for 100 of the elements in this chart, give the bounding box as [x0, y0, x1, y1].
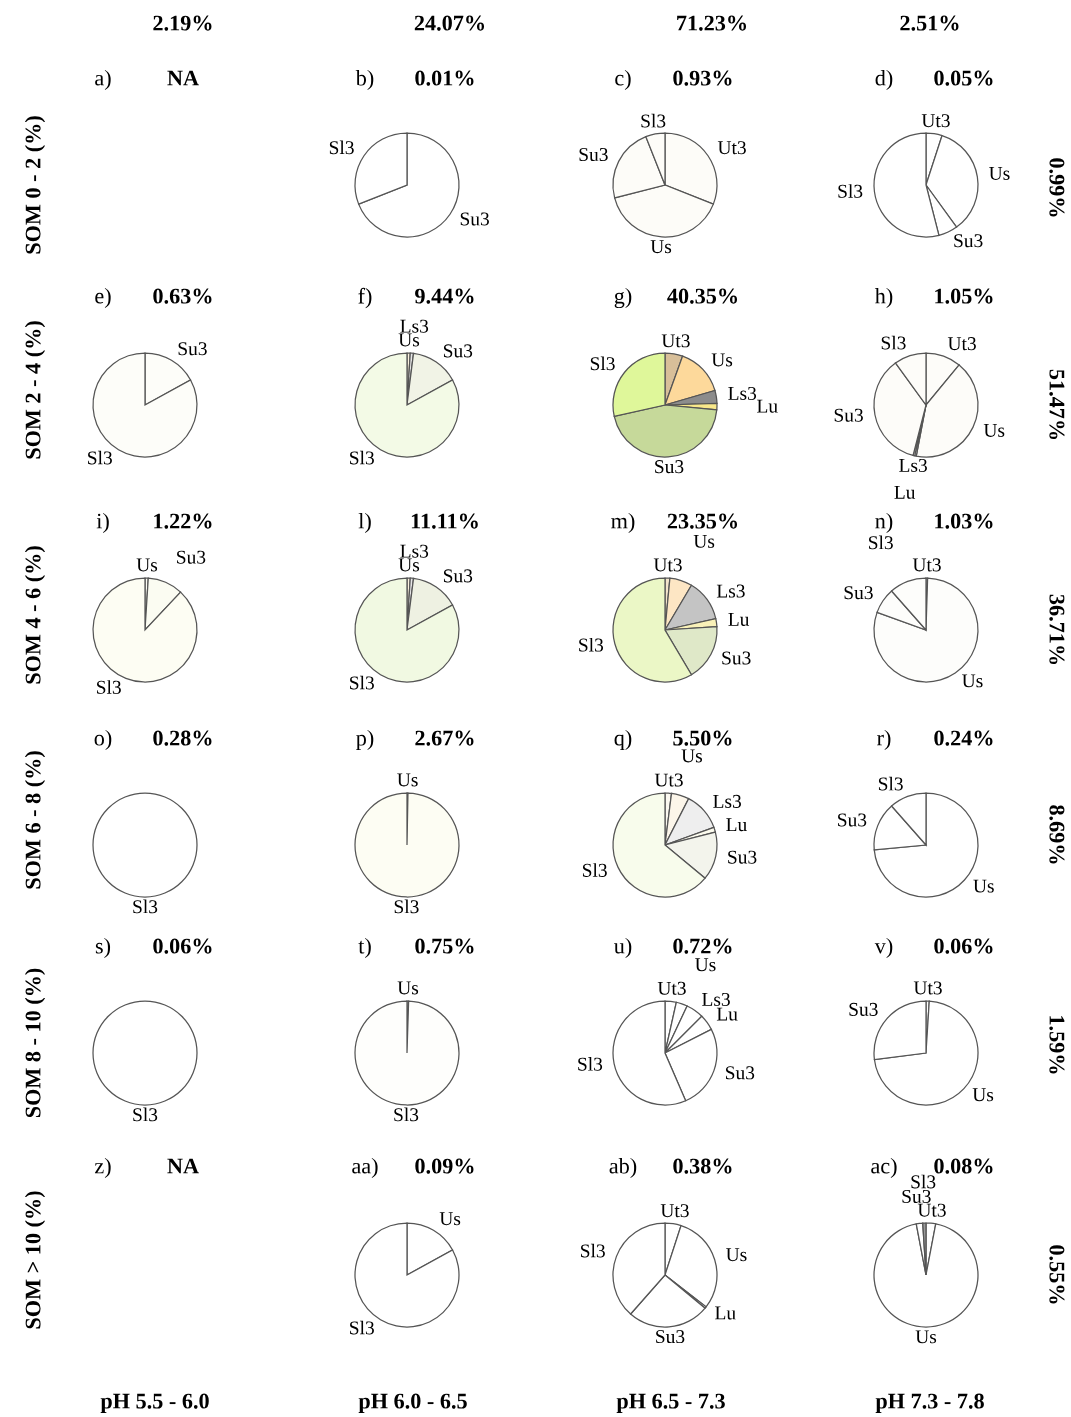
- chart-title: p): [356, 729, 374, 751]
- slice-label: Ls3: [716, 584, 745, 598]
- slice-label: Su3: [902, 1189, 931, 1203]
- slice-label: Lu: [728, 613, 750, 626]
- slice-label: Sl3: [581, 1243, 605, 1258]
- chart-title: i): [96, 512, 109, 534]
- slice-label: Us: [650, 240, 672, 254]
- slice-label: Sl3: [869, 535, 893, 550]
- chart-subtitle: 0.63%: [153, 288, 212, 304]
- text: 8.69%: [1049, 805, 1065, 864]
- slice-label: Su3: [728, 850, 757, 864]
- chart-title: m): [611, 512, 635, 534]
- slice-label: Sl3: [911, 1174, 936, 1189]
- slice-label: Ls3: [400, 544, 429, 558]
- slice-label: Lu: [715, 1306, 736, 1320]
- text: 1.59%: [1049, 1016, 1065, 1074]
- slice-label: Sl3: [394, 1107, 419, 1122]
- slice-label: Sl3: [133, 899, 158, 914]
- chart-subtitle: 0.08%: [934, 1158, 993, 1174]
- slice-label: Ut3: [917, 1203, 946, 1217]
- chart-subtitle: 0.28%: [153, 730, 212, 746]
- chart-title: h): [874, 287, 893, 309]
- slice-label: Us: [973, 879, 994, 893]
- chart-title: u): [614, 937, 632, 959]
- chart-title: f): [358, 287, 372, 309]
- chart-subtitle: 5.50%: [673, 730, 732, 746]
- slice-label: Us: [439, 1212, 461, 1226]
- chart-subtitle: 0.24%: [934, 730, 993, 746]
- slice-label: Ut3: [657, 981, 686, 995]
- text: SOM 2 - 4 (%): [24, 321, 46, 459]
- text: 0.55%: [1049, 1245, 1065, 1304]
- slice-label: Ut3: [660, 1204, 689, 1218]
- chart-subtitle: 1.03%: [935, 513, 993, 529]
- text: pH 5.5 - 6.0: [100, 1393, 209, 1414]
- slice-label: Us: [915, 1330, 937, 1344]
- slice-label: Su3: [656, 1330, 685, 1344]
- chart-subtitle: 0.06%: [153, 938, 212, 954]
- slice-label: Us: [972, 1088, 994, 1102]
- slice-label: Us: [398, 333, 420, 347]
- slice-label: Us: [397, 773, 418, 787]
- text: SOM > 10 (%): [24, 1191, 46, 1329]
- slice-label: Su3: [849, 1002, 878, 1016]
- slice-label: Sl3: [97, 680, 121, 694]
- slice-label: Ut3: [921, 114, 950, 128]
- chart-title: s): [95, 937, 111, 959]
- slice-label: Ls3: [702, 992, 730, 1006]
- slice-label: Su3: [177, 550, 206, 564]
- text: SOM 8 - 10 (%): [24, 968, 46, 1118]
- slice-label: Su3: [838, 813, 867, 827]
- text: 24.07%: [414, 15, 485, 31]
- chart-title: q): [614, 729, 632, 751]
- slice-label: Ut3: [912, 558, 941, 572]
- slice-label: Ut3: [717, 141, 746, 155]
- chart-title: n): [875, 512, 893, 534]
- text: NA: [167, 1158, 199, 1174]
- slice-label: Su3: [655, 460, 684, 474]
- slice-label: Ut3: [947, 337, 976, 351]
- slice-label: Sl3: [881, 335, 906, 350]
- slice-label: Su3: [178, 342, 207, 356]
- slice-label: Us: [726, 1248, 747, 1262]
- chart-title: v): [874, 937, 893, 959]
- text: z): [94, 1157, 111, 1179]
- slice-label: Sl3: [838, 184, 863, 198]
- slice-label: Us: [693, 534, 715, 548]
- slice-label: Us: [983, 423, 1005, 437]
- text: 2.51%: [900, 15, 959, 31]
- chart-title: g): [614, 287, 632, 309]
- slice-label: Sl3: [350, 1320, 374, 1335]
- chart-subtitle: 0.75%: [415, 938, 474, 954]
- slice-label: Us: [989, 167, 1010, 180]
- chart-title: ab): [609, 1157, 637, 1179]
- chart-title: b): [355, 69, 374, 91]
- slice-label: Sl3: [641, 113, 666, 128]
- slice-label: Sl3: [350, 675, 374, 690]
- slice-label: Us: [695, 958, 716, 972]
- slice-label: Su3: [443, 344, 473, 358]
- chart-title: r): [877, 729, 891, 751]
- chart-title: t): [358, 937, 371, 959]
- chart-subtitle: 0.09%: [415, 1158, 474, 1174]
- slice-label: Ut3: [654, 773, 683, 787]
- text: SOM 0 - 2 (%): [24, 116, 46, 254]
- slice-label: Lu: [726, 818, 747, 832]
- text: a): [95, 69, 111, 91]
- slice-label: Sl3: [329, 140, 354, 155]
- slice-label: Sl3: [578, 1057, 603, 1071]
- chart-title: d): [875, 69, 893, 91]
- slice-label: Su3: [443, 569, 473, 583]
- slice-label: Su3: [460, 212, 489, 226]
- chart-title: c): [615, 69, 631, 91]
- slice-label: Su3: [725, 1066, 755, 1080]
- slice-label: Sl3: [133, 1107, 158, 1122]
- text: NA: [167, 70, 199, 86]
- slice-label: Us: [711, 353, 733, 367]
- text: pH 6.5 - 7.3: [616, 1393, 725, 1414]
- slice-label: Us: [681, 749, 703, 763]
- chart-subtitle: 40.35%: [667, 288, 738, 304]
- slice-label: Su3: [834, 408, 863, 422]
- slice-label: Sl3: [878, 776, 903, 791]
- text: 36.71%: [1049, 594, 1065, 665]
- slice-label: Us: [397, 981, 419, 995]
